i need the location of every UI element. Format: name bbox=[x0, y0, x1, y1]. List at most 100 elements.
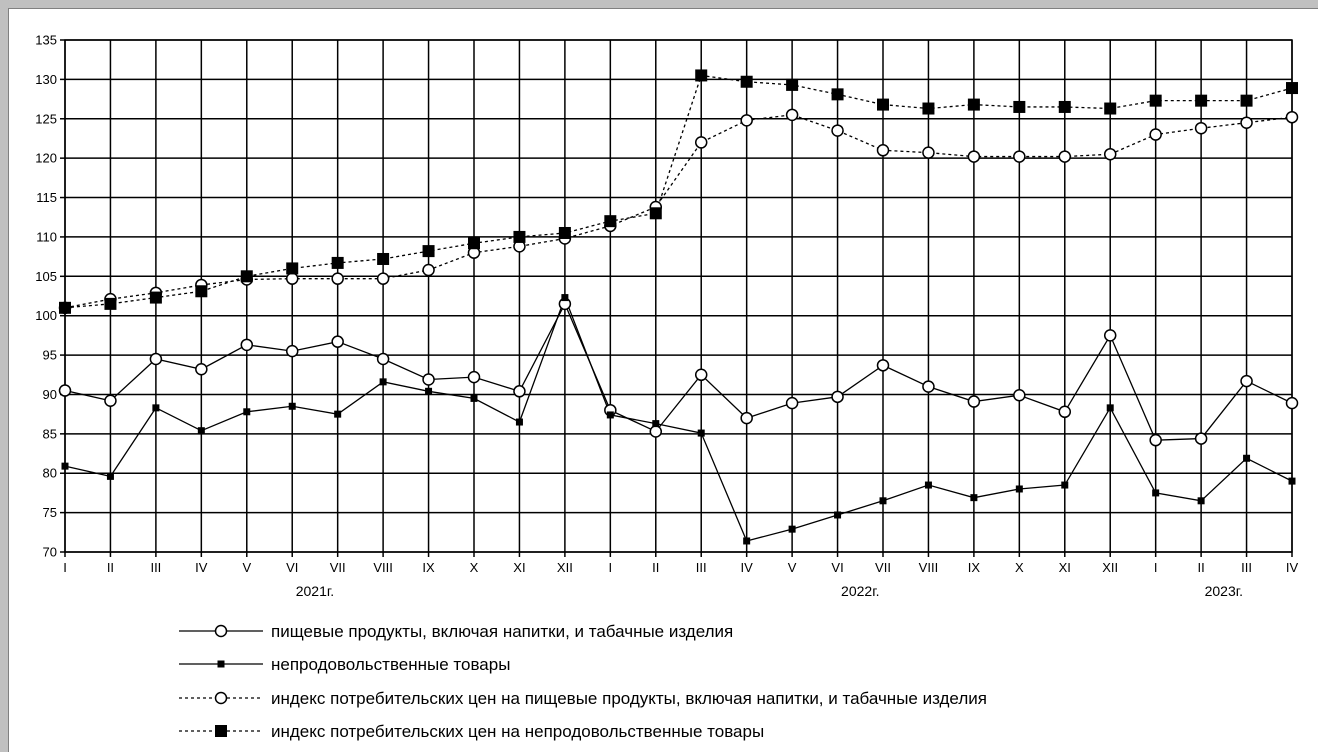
series-1-point bbox=[285, 344, 299, 358]
y-tick-label: 105 bbox=[35, 269, 57, 284]
y-tick-label: 90 bbox=[43, 387, 57, 402]
series-1-point bbox=[740, 411, 753, 425]
y-tick-label: 135 bbox=[35, 33, 57, 48]
x-tick-label: II bbox=[107, 560, 114, 575]
x-tick-label: VII bbox=[330, 560, 346, 575]
x-tick-label: V bbox=[788, 560, 797, 575]
series-3-point bbox=[1240, 116, 1253, 129]
legend-marker-1 bbox=[214, 624, 228, 638]
x-tick-label: VIII bbox=[373, 560, 393, 575]
series-1-point bbox=[467, 370, 481, 384]
series-2-point bbox=[1106, 404, 1114, 412]
x-tick-label: II bbox=[652, 560, 659, 575]
series-4-point bbox=[604, 215, 617, 228]
series-2-point bbox=[652, 420, 660, 428]
series-4-point bbox=[1013, 100, 1026, 113]
series-3-point bbox=[831, 124, 844, 137]
series-1-point bbox=[785, 396, 799, 410]
series-3-point bbox=[285, 272, 299, 285]
x-tick-label: I bbox=[1154, 560, 1158, 575]
series-3-point bbox=[1103, 147, 1117, 161]
series-line-2 bbox=[64, 295, 1293, 542]
x-tick-label: XII bbox=[1102, 560, 1118, 575]
series-2-point bbox=[1197, 497, 1205, 505]
x-tick-label: VII bbox=[875, 560, 891, 575]
x-tick-label: IX bbox=[968, 560, 981, 575]
x-tick-label: I bbox=[63, 560, 67, 575]
y-tick-label: 115 bbox=[36, 190, 57, 205]
series-4-point bbox=[786, 78, 799, 91]
y-tick-label: 120 bbox=[35, 151, 57, 166]
series-4-point bbox=[149, 291, 162, 304]
series-1-point bbox=[876, 359, 890, 372]
x-tick-label: IV bbox=[741, 560, 754, 575]
series-4-point bbox=[649, 207, 662, 220]
series-1-point bbox=[195, 363, 208, 376]
series-2-point bbox=[334, 410, 342, 418]
series-3-point bbox=[376, 272, 390, 285]
y-tick-label: 100 bbox=[35, 308, 57, 323]
series-4-point bbox=[59, 301, 71, 314]
series-4-point bbox=[1240, 94, 1253, 107]
legend-label-1: пищевые продукты, включая напитки, и таб… bbox=[271, 622, 733, 641]
y-tick-label: 125 bbox=[35, 111, 57, 126]
series-4-point bbox=[422, 245, 435, 258]
series-2-point bbox=[1061, 481, 1069, 489]
series-1-point bbox=[649, 425, 663, 438]
series-3-point bbox=[694, 136, 708, 149]
series-3-point bbox=[876, 144, 890, 157]
x-tick-label: XI bbox=[1059, 560, 1071, 575]
plot-border bbox=[64, 39, 1293, 553]
series-4-point bbox=[558, 226, 571, 239]
series-3-point bbox=[1285, 110, 1299, 124]
y-tick-label: 110 bbox=[36, 229, 57, 244]
legend-marker-2 bbox=[217, 660, 225, 668]
y-tick-label: 95 bbox=[43, 348, 57, 363]
legend-marker-4 bbox=[215, 725, 227, 737]
series-4-point bbox=[1149, 94, 1162, 107]
series-4-point bbox=[922, 102, 935, 115]
series-2-point bbox=[1243, 454, 1251, 462]
series-3-point bbox=[1058, 150, 1072, 163]
series-2-point bbox=[106, 472, 114, 480]
series-2-point bbox=[197, 427, 205, 435]
series-1-point bbox=[1013, 388, 1026, 402]
x-tick-label: IV bbox=[195, 560, 208, 575]
series-2-point bbox=[924, 481, 932, 489]
series-line-1 bbox=[64, 302, 1293, 441]
series-4-point bbox=[331, 256, 344, 269]
series-1-point bbox=[104, 394, 117, 408]
x-tick-label: III bbox=[150, 560, 161, 575]
series-2-point bbox=[879, 497, 887, 505]
series-4-point bbox=[468, 237, 480, 250]
series-2-point bbox=[697, 429, 705, 437]
series-4-point bbox=[195, 285, 208, 298]
year-label: 2023г. bbox=[1205, 583, 1243, 599]
x-tick-label: V bbox=[242, 560, 251, 575]
series-1-point bbox=[1194, 432, 1208, 445]
series-1-point bbox=[694, 368, 708, 382]
series-2-point bbox=[243, 408, 251, 416]
y-tick-label: 70 bbox=[43, 545, 57, 560]
x-tick-label: III bbox=[696, 560, 707, 575]
series-3-point bbox=[967, 150, 981, 163]
x-tick-label: II bbox=[1197, 560, 1204, 575]
year-label: 2021г. bbox=[296, 583, 334, 599]
x-tick-label: XI bbox=[513, 560, 525, 575]
series-2-point bbox=[1288, 477, 1296, 485]
series-3-point bbox=[331, 272, 344, 285]
series-2-point bbox=[515, 418, 523, 426]
series-1-point bbox=[1149, 433, 1162, 447]
series-4-point bbox=[877, 98, 889, 111]
series-1-point bbox=[376, 352, 390, 366]
series-3-point bbox=[785, 108, 799, 122]
x-tick-label: VI bbox=[831, 560, 843, 575]
series-1-point bbox=[967, 395, 981, 408]
series-2-point bbox=[561, 294, 569, 302]
series-4-point bbox=[240, 270, 253, 283]
legend-label-4: индекс потребительских цен на непродовол… bbox=[271, 722, 764, 741]
series-4-point bbox=[377, 252, 390, 265]
series-4-point bbox=[513, 230, 526, 243]
series-2-point bbox=[1015, 485, 1023, 493]
